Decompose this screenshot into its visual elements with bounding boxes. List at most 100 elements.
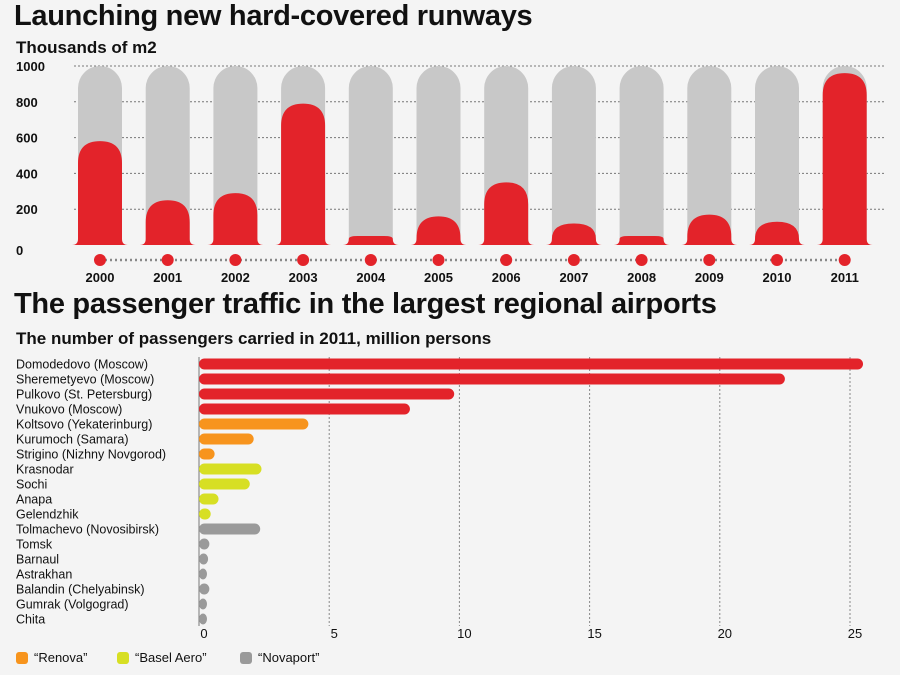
legend-label-renova: “Renova” bbox=[34, 650, 88, 665]
runway-chart-ylabel: Thousands of m2 bbox=[16, 38, 157, 57]
data-bar bbox=[342, 236, 399, 245]
category-label: Balandin (Chelyabinsk) bbox=[16, 583, 145, 597]
x-tick-label: 2004 bbox=[356, 270, 386, 285]
data-bar bbox=[139, 200, 196, 245]
x-tick-label: 25 bbox=[848, 626, 862, 641]
x-tick-label: 2011 bbox=[831, 270, 859, 285]
runway-chart-title: Launching new hard-covered runways bbox=[14, 0, 533, 32]
data-bar bbox=[199, 358, 864, 370]
data-bar bbox=[199, 448, 215, 460]
category-label: Chita bbox=[16, 613, 45, 627]
category-label: Tolmachevo (Novosibirsk) bbox=[16, 523, 159, 537]
y-tick-label: 600 bbox=[16, 131, 38, 146]
x-tick-label: 2001 bbox=[153, 270, 182, 285]
y-tick-label: 0 bbox=[16, 243, 23, 258]
category-label: Sheremetyevo (Moscow) bbox=[16, 373, 154, 387]
x-tick-label: 2008 bbox=[627, 270, 656, 285]
x-tick-label: 2010 bbox=[763, 270, 792, 285]
category-label: Barnaul bbox=[16, 553, 59, 567]
runway-bar-chart: 0 200 400 600 800 1000 2000 2001 2002 2003 2004 200… bbox=[16, 59, 885, 285]
category-label: Gelendzhik bbox=[16, 508, 79, 522]
x-tick-label: 2000 bbox=[86, 270, 115, 285]
data-bar bbox=[410, 216, 467, 245]
data-bar bbox=[199, 463, 262, 475]
data-bar bbox=[199, 493, 219, 505]
legend-swatch-renova bbox=[16, 651, 28, 664]
category-label: Strigino (Nizhny Novgorod) bbox=[16, 448, 166, 462]
background-bar bbox=[755, 66, 799, 245]
background-bar bbox=[687, 66, 732, 245]
legend-label-basel-aero: “Basel Aero” bbox=[135, 650, 207, 665]
category-label: Astrakhan bbox=[16, 568, 72, 582]
data-bar bbox=[199, 613, 207, 625]
data-bar bbox=[478, 182, 535, 245]
airport-chart-subtitle: The number of passengers carried in 2011… bbox=[16, 329, 492, 348]
timeline-dot bbox=[94, 254, 106, 266]
data-bar bbox=[199, 433, 254, 445]
x-tick-label: 0 bbox=[200, 626, 207, 641]
x-tick-label: 2006 bbox=[492, 270, 521, 285]
category-label: Domodedovo (Moscow) bbox=[16, 358, 148, 372]
category-label: Anapa bbox=[16, 493, 52, 507]
data-bar bbox=[816, 73, 873, 245]
timeline-dot bbox=[297, 254, 310, 266]
data-bar bbox=[199, 403, 410, 415]
data-bar bbox=[199, 418, 309, 430]
y-tick-label: 400 bbox=[16, 166, 38, 181]
data-bar bbox=[199, 553, 209, 565]
data-bar bbox=[545, 223, 602, 245]
x-tick-label: 20 bbox=[718, 626, 732, 641]
legend-item-novaport: “Novaport” bbox=[240, 650, 319, 665]
y-tick-label: 800 bbox=[16, 95, 38, 110]
legend-label-novaport: “Novaport” bbox=[258, 650, 320, 665]
data-bar bbox=[199, 568, 207, 580]
y-tick-label: 1000 bbox=[16, 59, 45, 74]
data-bar bbox=[199, 538, 210, 550]
data-bar bbox=[199, 598, 207, 610]
data-bar bbox=[207, 193, 264, 245]
y-tick-label: 200 bbox=[16, 202, 38, 217]
x-tick-label: 2009 bbox=[695, 270, 724, 285]
timeline-dot bbox=[364, 254, 377, 266]
legend-item-basel-aero: “Basel Aero” bbox=[117, 650, 207, 665]
background-bar bbox=[551, 66, 596, 245]
x-tick-label: 2003 bbox=[289, 270, 318, 285]
background-bar bbox=[145, 66, 190, 245]
data-bar bbox=[681, 214, 738, 245]
x-tick-label: 15 bbox=[587, 626, 601, 641]
data-bar bbox=[749, 221, 805, 245]
data-bar bbox=[199, 388, 455, 400]
timeline-dot bbox=[567, 254, 580, 266]
x-tick-label: 2007 bbox=[559, 270, 588, 285]
x-tick-label: 2005 bbox=[424, 270, 453, 285]
data-bar bbox=[199, 523, 261, 535]
category-label: Gumrak (Volgograd) bbox=[16, 598, 129, 612]
timeline-dot bbox=[500, 254, 513, 266]
timeline-dot bbox=[838, 254, 851, 266]
timeline-dot bbox=[771, 254, 783, 266]
category-label: Kurumoch (Samara) bbox=[16, 433, 129, 447]
data-bar bbox=[199, 508, 211, 520]
category-label: Sochi bbox=[16, 478, 47, 492]
x-tick-label: 5 bbox=[331, 626, 338, 641]
category-label: Vnukovo (Moscow) bbox=[16, 403, 122, 417]
x-tick-label: 10 bbox=[457, 626, 471, 641]
data-bar bbox=[72, 141, 128, 245]
category-label: Tomsk bbox=[16, 538, 53, 552]
timeline-dot bbox=[432, 254, 445, 266]
category-label: Pulkovo (St. Petersburg) bbox=[16, 388, 152, 402]
timeline-dot bbox=[703, 254, 716, 266]
legend-swatch-basel-aero bbox=[117, 651, 129, 664]
background-bar bbox=[416, 66, 461, 245]
background-bar bbox=[348, 66, 393, 245]
data-bar bbox=[199, 583, 210, 595]
timeline-dot bbox=[635, 254, 648, 266]
data-bar bbox=[199, 373, 785, 385]
legend-swatch-novaport bbox=[240, 651, 252, 664]
data-bar bbox=[613, 236, 670, 245]
airport-chart-title: The passenger traffic in the largest reg… bbox=[14, 288, 717, 320]
data-bar bbox=[199, 478, 250, 490]
category-label: Krasnodar bbox=[16, 463, 74, 477]
background-bar bbox=[619, 66, 664, 245]
